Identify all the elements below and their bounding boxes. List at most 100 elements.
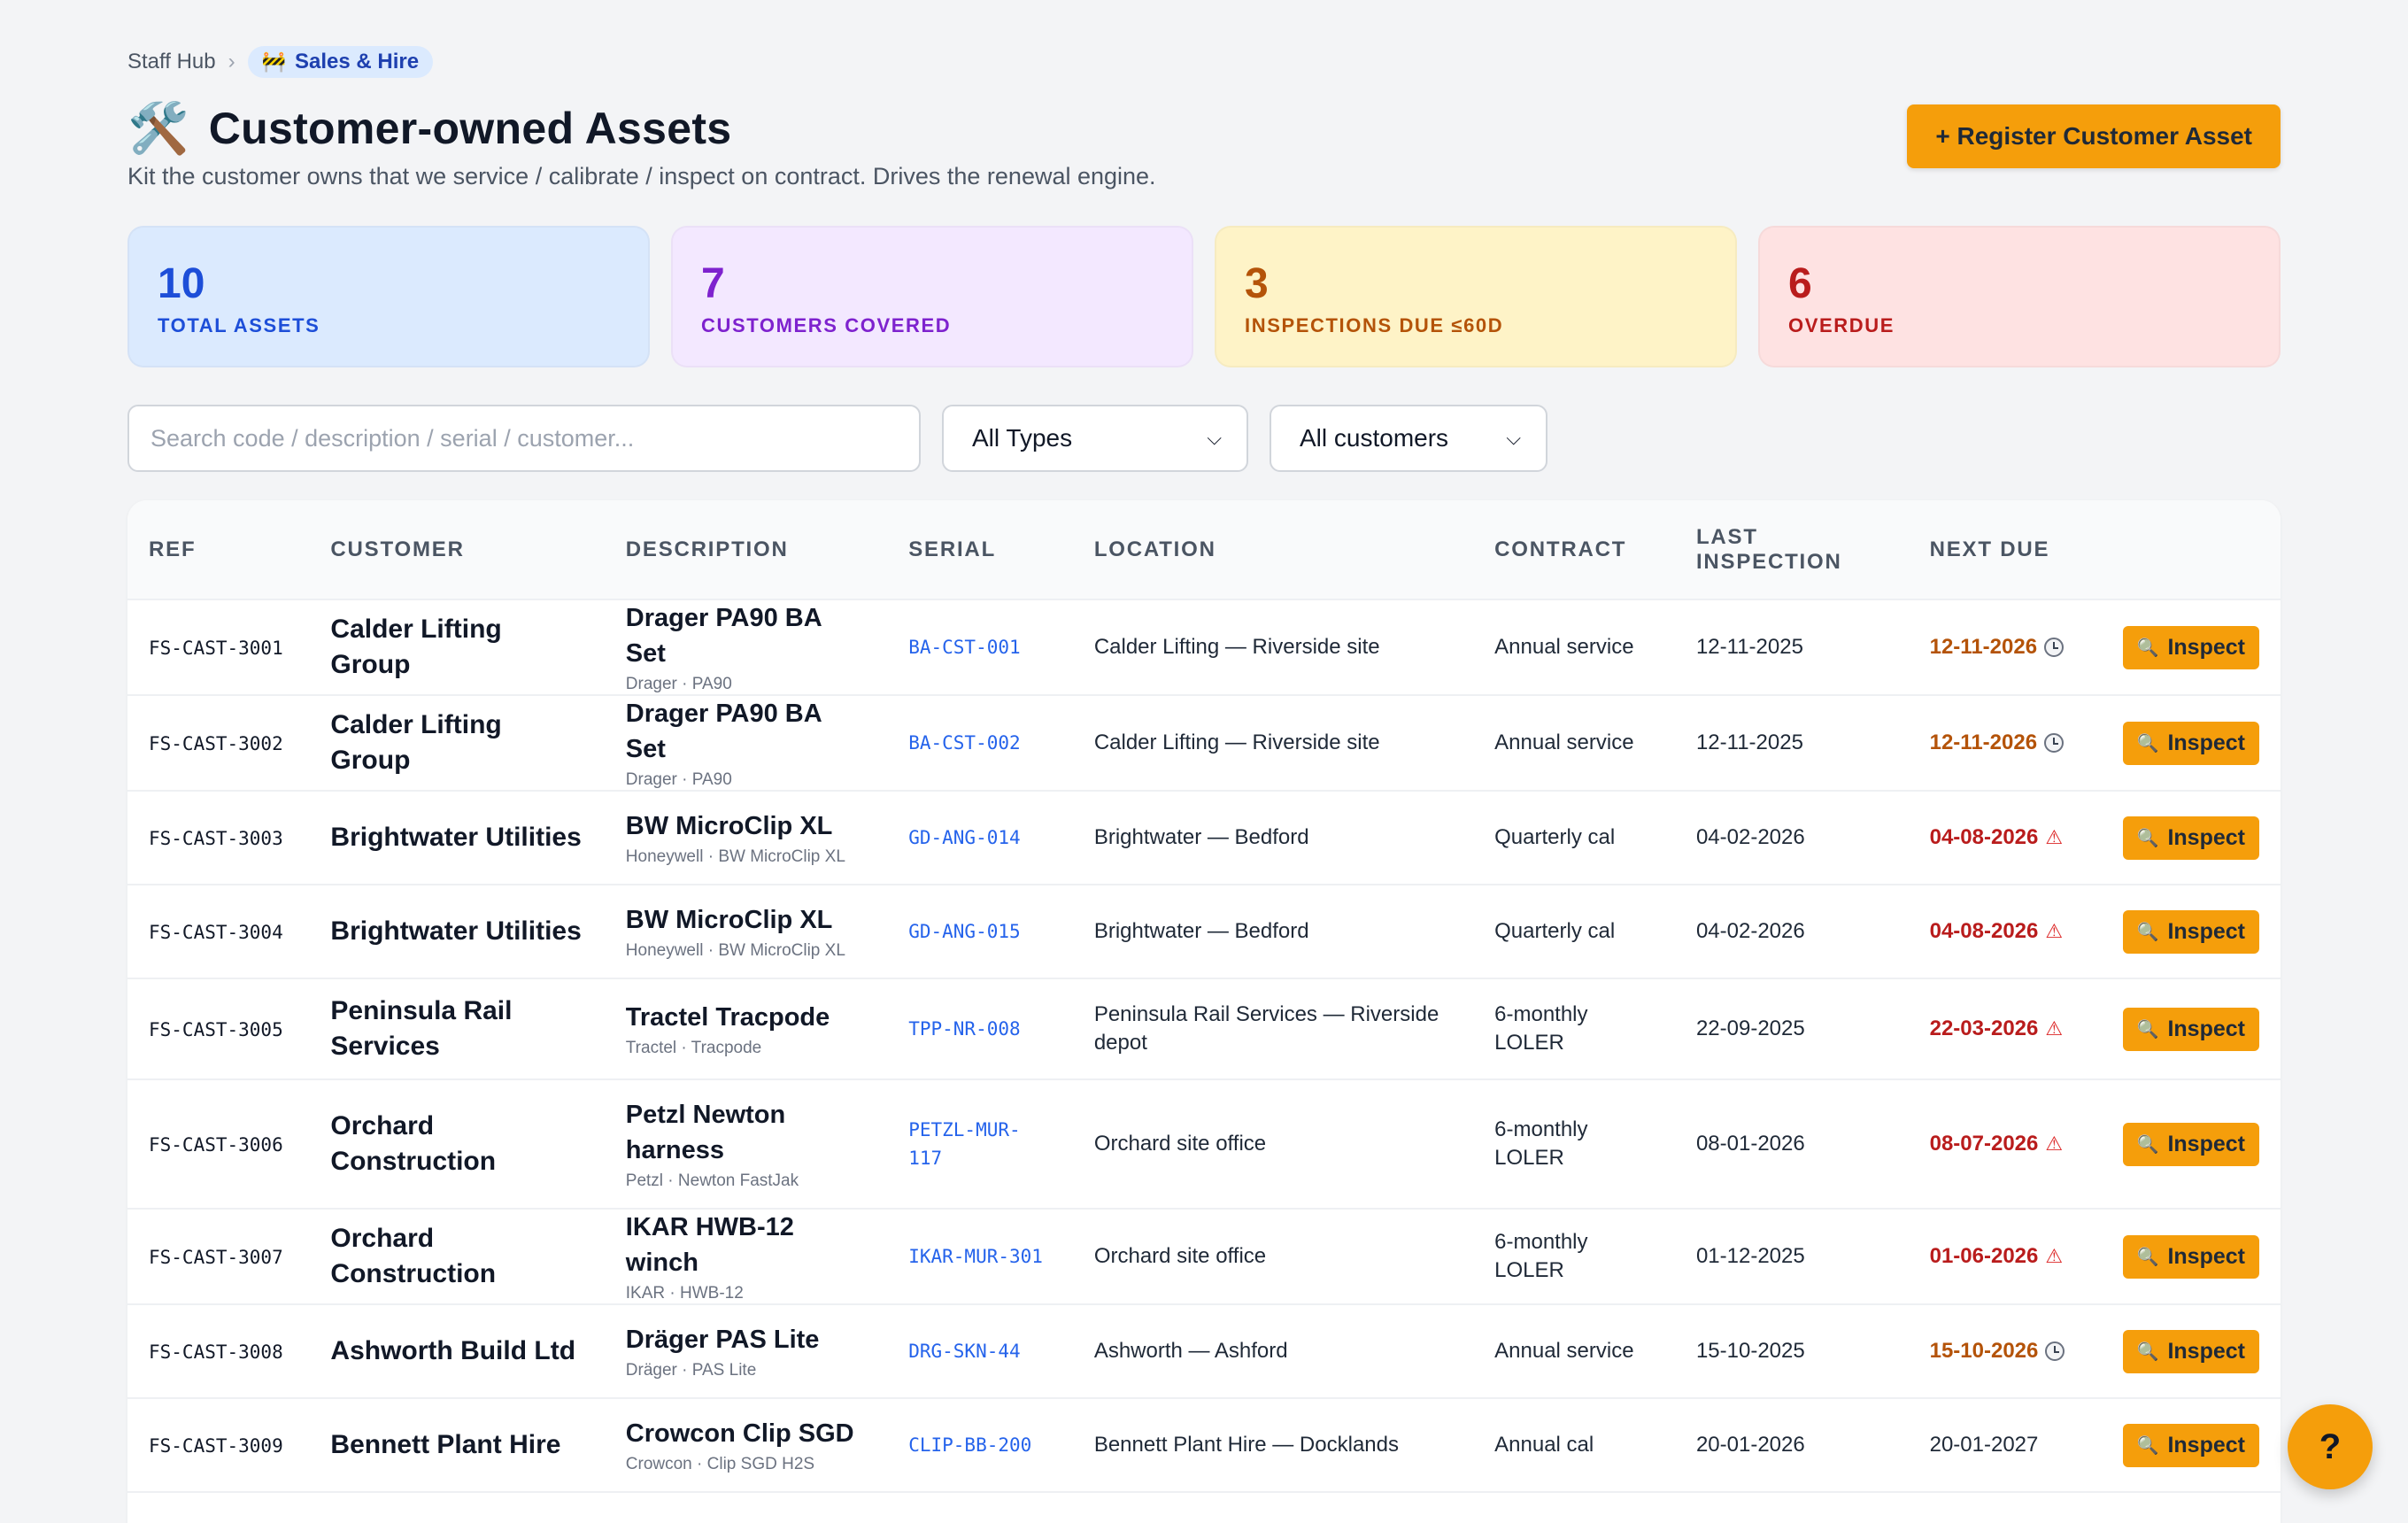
asset-serial: PETZL-MUR-117 [908, 1119, 1021, 1169]
asset-ref: FS-CAST-3001 [149, 637, 283, 659]
next-due-date: 12-11-2026 [1930, 731, 2080, 755]
stat-card: 7 CUSTOMERS COVERED [671, 226, 1193, 367]
asset-ref: FS-CAST-3009 [149, 1434, 283, 1457]
table-row[interactable]: FS-CAST-3003 Brightwater Utilities BW Micr… [127, 791, 2281, 885]
table-row[interactable]: FS-CAST-3006 Orchard Construction Petzl Ne… [127, 1079, 2281, 1210]
inspect-button[interactable]: 🔍 Inspect [2122, 909, 2259, 954]
asset-ref: FS-CAST-3007 [149, 1246, 283, 1268]
stat-label: OVERDUE [1788, 314, 1895, 336]
asset-location: Peninsula Rail Services — Riverside depo… [1093, 1002, 1439, 1055]
asset-location: Orchard site office [1093, 1132, 1267, 1156]
magnifier-icon: 🔍 [2136, 1247, 2159, 1267]
next-due-value: 15-10-2026 [1929, 1339, 2039, 1363]
customer-name: Orchard Construction [330, 1224, 497, 1288]
asset-make-model: Honeywell · BW MicroClip XL [625, 941, 845, 960]
next-due-value: 12-11-2026 [1929, 635, 2038, 659]
asset-make-model: Drager · PA90 [625, 770, 732, 789]
inspect-button[interactable]: 🔍 Inspect [2122, 1122, 2259, 1166]
inspect-label: Inspect [2167, 634, 2245, 660]
asset-description: IKAR HWB-12 winch [625, 1213, 794, 1277]
asset-make-model: Tractel · Tracpode [625, 1039, 762, 1057]
contract-type: Annual service [1494, 731, 1634, 754]
customer-name: Calder Lifting Group [330, 615, 502, 679]
inspect-button[interactable]: 🔍 Inspect [2122, 1329, 2259, 1373]
asset-ref: FS-CAST-3003 [149, 827, 283, 849]
stat-value: 7 [701, 260, 725, 307]
warning-icon: ⚠ [2045, 1133, 2064, 1155]
inspect-label: Inspect [2167, 1131, 2245, 1156]
asset-ref: FS-CAST-3004 [149, 921, 283, 943]
inspect-button[interactable]: 🔍 Inspect [2122, 1234, 2259, 1279]
next-due-date: 15-10-2026 [1930, 1339, 2080, 1364]
asset-location: Brightwater — Bedford [1093, 919, 1309, 943]
inspect-button[interactable]: 🔍 Inspect [2122, 816, 2259, 860]
asset-serial: IKAR-MUR-301 [908, 1246, 1043, 1267]
next-due-date: 04-08-2026 ⚠ [1930, 825, 2080, 850]
last-inspection-date: 15-10-2025 [1695, 1339, 1805, 1363]
construction-sign-icon: 🚧 [261, 50, 287, 73]
last-inspection-date: 01-12-2025 [1695, 1244, 1805, 1268]
next-due-date: 01-06-2026 ⚠ [1930, 1244, 2080, 1269]
stat-card: 3 INSPECTIONS DUE ≤60D [1215, 226, 1737, 367]
page-title: Customer-owned Assets [208, 104, 732, 153]
inspect-button[interactable]: 🔍 Inspect [2122, 1423, 2259, 1467]
asset-serial: CLIP-BB-200 [908, 1434, 1032, 1456]
next-due-value: 08-07-2026 [1929, 1132, 2039, 1156]
table-row[interactable]: FS-CAST-3004 Brightwater Utilities BW Micr… [127, 885, 2281, 979]
last-inspection-date: 04-02-2026 [1695, 919, 1805, 943]
asset-location: Brightwater — Bedford [1093, 825, 1309, 849]
register-customer-asset-button[interactable]: + Register Customer Asset [1907, 104, 2281, 168]
contract-type: Annual service [1494, 1339, 1634, 1363]
asset-description: Drager PA90 BA Set [625, 700, 822, 763]
inspect-button[interactable]: 🔍 Inspect [2122, 1007, 2259, 1051]
table-row[interactable]: FS-CAST-3002 Calder Lifting Group Drager P… [127, 695, 2281, 792]
search-input[interactable] [127, 405, 921, 472]
assets-table: REF CUSTOMER DESCRIPTION SERIAL LOCATION CONT… [127, 500, 2281, 1493]
customer-name: Brightwater Utilities [330, 916, 582, 946]
asset-description: BW MicroClip XL [625, 812, 833, 840]
page: Staff Hub › 🚧 Sales & Hire 🛠️ Customer-o… [127, 43, 2281, 1523]
customer-select-value: All customers [1300, 424, 1449, 452]
contract-type: Annual cal [1494, 1433, 1594, 1457]
column-header: CONTRACT [1473, 500, 1675, 600]
inspect-button[interactable]: 🔍 Inspect [2122, 721, 2259, 765]
next-due-value: 22-03-2026 [1929, 1017, 2039, 1040]
chevron-down-icon: ⌵ [1506, 427, 1521, 449]
hammer-and-wrench-icon: 🛠️ [127, 100, 189, 156]
magnifier-icon: 🔍 [2136, 828, 2159, 848]
type-select[interactable]: All Types ⌵ [942, 405, 1248, 472]
customer-name: Brightwater Utilities [330, 823, 582, 852]
magnifier-icon: 🔍 [2136, 733, 2159, 754]
table-row[interactable]: FS-CAST-3001 Calder Lifting Group Drager P… [127, 599, 2281, 696]
asset-location: Orchard site office [1093, 1244, 1267, 1268]
warning-icon: ⚠ [2045, 826, 2064, 848]
help-button[interactable]: ? [2288, 1404, 2373, 1489]
magnifier-icon: 🔍 [2136, 638, 2159, 658]
customer-select[interactable]: All customers ⌵ [1270, 405, 1547, 472]
contract-type: Annual service [1494, 635, 1634, 659]
last-inspection-date: 12-11-2025 [1695, 731, 1803, 754]
contract-type: 6-monthly LOLER [1494, 1230, 1588, 1282]
table-row[interactable]: FS-CAST-3005 Peninsula Rail Services Tract… [127, 978, 2281, 1080]
inspect-button[interactable]: 🔍 Inspect [2122, 625, 2259, 669]
asset-description: Tractel Tracpode [625, 1003, 830, 1032]
magnifier-icon: 🔍 [2136, 922, 2159, 942]
breadcrumb-staff-hub[interactable]: Staff Hub [127, 50, 216, 73]
table-row[interactable]: FS-CAST-3008 Ashworth Build Ltd Dräger PAS… [127, 1304, 2281, 1399]
asset-ref: FS-CAST-3006 [149, 1133, 283, 1156]
asset-description: Petzl Newton harness [625, 1101, 786, 1164]
breadcrumb-separator: › [228, 50, 235, 73]
asset-description: Crowcon Clip SGD [625, 1419, 854, 1448]
magnifier-icon: 🔍 [2136, 1435, 2159, 1456]
column-header: LAST INSPECTION [1674, 500, 1909, 600]
stat-value: 10 [158, 260, 205, 307]
table-row[interactable]: FS-CAST-3009 Bennett Plant Hire Crowcon Cl… [127, 1398, 2281, 1493]
asset-ref: FS-CAST-3002 [149, 732, 283, 754]
contract-type: 6-monthly LOLER [1494, 1117, 1588, 1170]
last-inspection-date: 20-01-2026 [1695, 1433, 1805, 1457]
asset-description: BW MicroClip XL [625, 906, 833, 934]
asset-location: Ashworth — Ashford [1093, 1339, 1288, 1363]
breadcrumb-current[interactable]: 🚧 Sales & Hire [247, 46, 434, 78]
stats-row: 10 TOTAL ASSETS 7 CUSTOMERS COVERED 3 INSPECT… [127, 226, 2281, 367]
table-row[interactable]: FS-CAST-3007 Orchard Construction IKAR HWB… [127, 1209, 2281, 1305]
